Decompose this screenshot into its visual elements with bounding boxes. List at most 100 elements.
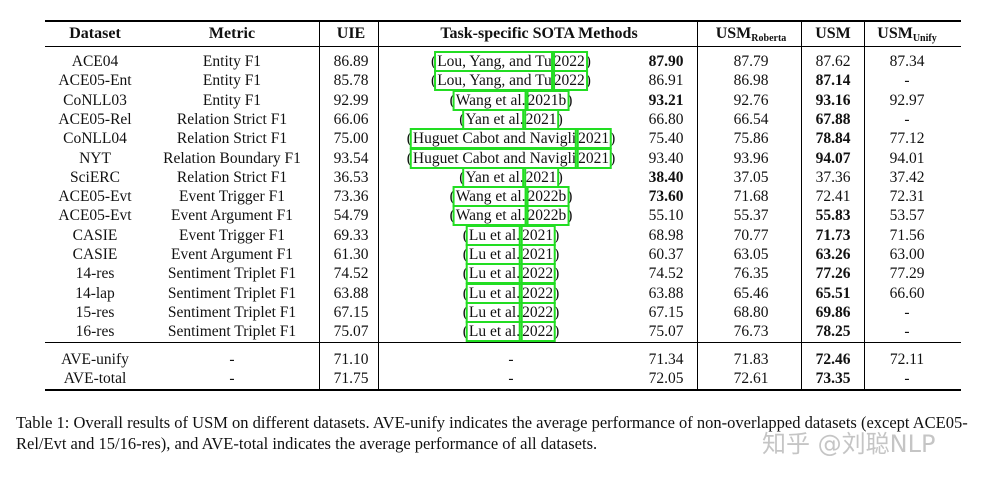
citation-year[interactable]: 2021 — [522, 166, 560, 188]
citation-authors[interactable]: Lu et al. — [465, 321, 524, 343]
citation-link[interactable]: (Lu et al. 2022) — [462, 263, 560, 285]
citation-year[interactable]: 2022b — [524, 205, 570, 227]
cell-usm: 87.62 — [815, 53, 851, 70]
header-sota: Task-specific SOTA Methods — [440, 25, 638, 42]
cell-dataset: 14-res — [75, 265, 115, 283]
citation-link[interactable]: (Huguet Cabot and Navigli 2021) — [406, 128, 616, 150]
column-divider — [378, 20, 379, 390]
cell-usm-unify: 53.57 — [889, 207, 925, 225]
cell-metric: - — [229, 370, 235, 388]
citation-year[interactable]: 2021 — [519, 244, 557, 265]
cell-uie: 67.15 — [333, 303, 369, 321]
cell-usm-roberta: 86.98 — [733, 72, 769, 90]
cell-usm-roberta: 76.73 — [733, 323, 769, 341]
cell-metric: Relation Boundary F1 — [163, 149, 301, 167]
citation-authors[interactable]: Yan et al. — [462, 166, 527, 188]
cell-usm-roberta: 65.46 — [733, 284, 769, 302]
header-usm: USM — [815, 25, 851, 42]
cell-dataset: AVE-total — [63, 370, 127, 388]
cell-usm: 67.88 — [815, 110, 851, 128]
citation-year[interactable]: 2022 — [519, 301, 557, 323]
cell-metric: Event Argument F1 — [171, 246, 293, 263]
citation-year[interactable]: 2022 — [519, 263, 557, 285]
citation-link[interactable]: (Wang et al. 2022b) — [449, 205, 573, 227]
cell-usm: 77.26 — [815, 265, 851, 283]
header-uie: UIE — [336, 25, 366, 42]
cell-usm: 78.84 — [815, 130, 851, 148]
citation-authors[interactable]: Lu et al. — [465, 244, 524, 265]
citation-link[interactable]: (Lou, Yang, and Tu 2022) — [431, 70, 591, 92]
citation-authors[interactable]: Lu et al. — [465, 282, 524, 304]
column-divider — [864, 20, 865, 390]
citation-link[interactable]: (Huguet Cabot and Navigli 2021) — [406, 147, 616, 169]
citation-year[interactable]: 2022 — [519, 321, 557, 343]
citation-authors[interactable]: Lu et al. — [465, 301, 524, 323]
citation-link[interactable]: (Lu et al. 2022) — [462, 321, 560, 343]
citation-link[interactable]: (Lu et al. 2021) — [462, 224, 560, 246]
cell-uie: 75.07 — [333, 323, 369, 341]
citation-authors[interactable]: Lou, Yang, and Tu — [434, 51, 555, 72]
cell-uie: 71.75 — [333, 370, 369, 388]
cell-usm: 93.16 — [815, 91, 851, 109]
cell-dataset: ACE04 — [71, 53, 119, 70]
cell-usm: 73.35 — [815, 370, 851, 388]
cell-usm-unify: - — [904, 303, 910, 321]
cell-usm-roberta: 87.79 — [733, 53, 769, 70]
citation-link[interactable]: (Lu et al. 2021) — [462, 244, 560, 265]
table-header-rule — [45, 46, 961, 47]
citation-authors[interactable]: Wang et al. — [452, 205, 529, 227]
citation-authors[interactable]: Lu et al. — [465, 224, 524, 246]
cell-dataset: 16-res — [75, 323, 115, 341]
citation-authors[interactable]: Yan et al. — [462, 108, 527, 130]
cell-usm-unify: 77.12 — [889, 130, 925, 148]
citation-year[interactable]: 2022 — [550, 70, 588, 92]
cell-usm-unify: 77.29 — [889, 265, 925, 283]
cell-uie: 36.53 — [333, 168, 369, 186]
cell-uie: 93.54 — [333, 149, 369, 167]
cell-uie: 69.33 — [333, 226, 369, 244]
citation-year[interactable]: 2021b — [524, 89, 570, 111]
citation-link[interactable]: (Wang et al. 2021b) — [449, 89, 573, 111]
cell-sota: 93.21 — [648, 91, 684, 109]
citation-year[interactable]: 2022 — [550, 51, 588, 72]
citation-link[interactable]: (Lou, Yang, and Tu 2022) — [431, 51, 591, 72]
cell-dataset: ACE05-Rel — [58, 110, 132, 128]
cell-usm-roberta: 63.05 — [733, 246, 769, 263]
table-caption: Table 1: Overall results of USM on diffe… — [16, 413, 968, 453]
table-top-rule — [45, 20, 961, 22]
citation-link[interactable]: (Wang et al. 2022b) — [449, 186, 573, 208]
cell-usm-roberta: 37.05 — [733, 168, 769, 186]
cell-citation: - — [508, 370, 514, 388]
citation-authors[interactable]: Huguet Cabot and Navigli — [409, 147, 580, 169]
citation-year[interactable]: 2022b — [524, 186, 570, 208]
citation-year[interactable]: 2021 — [519, 224, 557, 246]
cell-usm-roberta: 75.86 — [733, 130, 769, 148]
cell-dataset: 15-res — [75, 303, 115, 321]
citation-authors[interactable]: Wang et al. — [452, 89, 529, 111]
cell-usm-roberta: 76.35 — [733, 265, 769, 283]
cell-sota: 38.40 — [648, 168, 684, 186]
citation-authors[interactable]: Lu et al. — [465, 263, 524, 285]
cell-metric: Event Trigger F1 — [179, 188, 285, 206]
citation-year[interactable]: 2021 — [522, 108, 560, 130]
citation-year[interactable]: 2021 — [575, 147, 613, 169]
citation-authors[interactable]: Lou, Yang, and Tu — [434, 70, 555, 92]
cell-uie: 74.52 — [333, 265, 369, 283]
citation-year[interactable]: 2021 — [575, 128, 613, 150]
citation-authors[interactable]: Huguet Cabot and Navigli — [409, 128, 580, 150]
cell-uie: 54.79 — [333, 207, 369, 225]
citation-link[interactable]: (Lu et al. 2022) — [462, 282, 560, 304]
column-divider — [697, 20, 698, 390]
citation-link[interactable]: (Yan et al. 2021) — [459, 108, 563, 130]
citation-link[interactable]: (Yan et al. 2021) — [459, 166, 563, 188]
cell-usm-unify: 63.00 — [889, 246, 925, 263]
cell-metric: Entity F1 — [202, 91, 262, 109]
cell-usm-roberta: 66.54 — [733, 110, 769, 128]
citation-link[interactable]: (Lu et al. 2022) — [462, 301, 560, 323]
cell-metric: Relation Strict F1 — [176, 130, 288, 148]
cell-uie: 61.30 — [333, 246, 369, 263]
citation-year[interactable]: 2022 — [519, 282, 557, 304]
citation-authors[interactable]: Wang et al. — [452, 186, 529, 208]
cell-usm-roberta: 71.83 — [733, 351, 769, 368]
header-dataset: Dataset — [69, 25, 121, 42]
